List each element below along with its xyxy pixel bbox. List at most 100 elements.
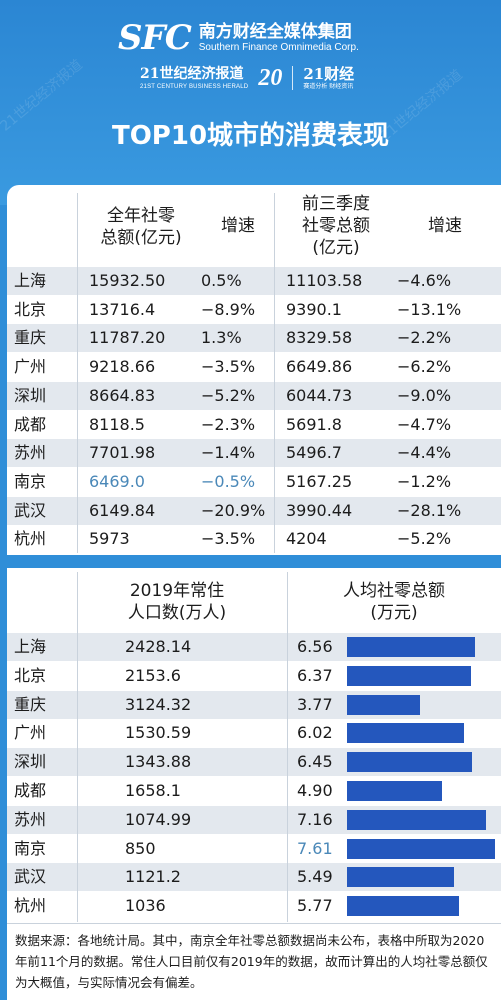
per-capita-bar (347, 896, 460, 917)
column-header-q3-total: 前三季度 社零总额 (亿元) (302, 194, 370, 258)
table-row: 成都 8118.5 −2.3% 5691.8 −4.7% (7, 411, 501, 439)
annual-total: 7701.98 (89, 443, 156, 463)
consumption-table: 全年社零 总额(亿元) 增速 前三季度 社零总额 (亿元) 增速 上海 15932.50… (7, 185, 501, 555)
column-divider (77, 193, 78, 553)
city-name: 武汉 (14, 500, 47, 520)
column-header-population: 2019年常住 人口数(万人) (127, 581, 227, 623)
table-row: 上海 2428.14 6.56 (7, 633, 501, 661)
table-row: 上海 15932.50 0.5% 11103.58 −4.6% (7, 267, 501, 295)
population-value: 1121.2 (125, 867, 181, 887)
table-row: 深圳 8664.83 −5.2% 6044.73 −9.0% (7, 381, 501, 410)
city-name: 深圳 (14, 385, 47, 405)
per-capita-label: 5.77 (297, 896, 333, 916)
table-row: 杭州 1036 5.77 (7, 892, 501, 920)
table-row: 北京 13716.4 −8.9% 9390.1 −13.1% (7, 296, 501, 324)
table-row: 广州 1530.59 6.02 (7, 719, 501, 747)
q3-total: 4204 (286, 529, 327, 549)
page-title: TOP10城市的消费表现 (111, 121, 390, 151)
per-capita-bar (347, 838, 495, 859)
per-capita-bar (347, 781, 443, 801)
q3-growth: −6.2% (397, 357, 452, 377)
per-capita-bar (347, 752, 473, 773)
city-name: 广州 (14, 723, 47, 743)
q3-total: 9390.1 (286, 299, 342, 319)
annual-total: 8664.83 (89, 385, 156, 405)
column-divider (77, 572, 78, 922)
city-name: 杭州 (14, 896, 47, 916)
table-row: 重庆 11787.20 1.3% 8329.58 −2.2% (7, 324, 501, 353)
annual-growth: −5.2% (201, 385, 256, 405)
column-header-q3-growth: 增速 (428, 216, 462, 236)
annual-growth: −1.4% (201, 443, 256, 463)
q3-total: 11103.58 (286, 271, 363, 290)
column-divider (274, 193, 275, 553)
herald-english: 21ST CENTURY BUSINESS HERALD (140, 83, 249, 90)
annual-total: 6149.84 (89, 500, 156, 520)
city-name: 广州 (14, 357, 47, 377)
sfc-logo: SFC 南方财经全媒体集团 Southern Finance Omnimedia… (118, 16, 359, 60)
city-name: 南京 (14, 838, 47, 858)
table-row: 苏州 1074.99 7.16 (7, 805, 501, 834)
population-value: 1530.59 (125, 723, 192, 743)
caijing-subtitle: 赛道分析 财经资讯 (303, 83, 354, 90)
table-row: 北京 2153.6 6.37 (7, 662, 501, 690)
city-name: 重庆 (14, 328, 47, 348)
table-row: 成都 1658.1 4.90 (7, 777, 501, 805)
table-row: 重庆 3124.32 3.77 (7, 690, 501, 719)
annual-growth: −8.9% (201, 299, 256, 319)
column-header-growth: 增速 (221, 216, 255, 236)
data-source-footnote: 数据来源：各地统计局。其中，南京全年社零总额数据尚未公布，表格中所取为2020年… (15, 933, 488, 990)
annual-growth: −3.5% (201, 357, 256, 377)
population-value: 1036 (125, 896, 166, 916)
city-name: 武汉 (14, 867, 47, 887)
q3-total: 5167.25 (286, 471, 353, 491)
city-name: 重庆 (14, 694, 47, 714)
q3-total: 8329.58 (286, 328, 353, 348)
table-row: 杭州 5973 −3.5% 4204 −5.2% (7, 525, 501, 553)
per-capita-table: 2019年常住 人口数(万人) 人均社零总额 (万元) 上海 2428.14 6.56 北… (7, 568, 501, 1000)
logo-chinese-name: 南方财经全媒体集团 (198, 22, 352, 42)
per-capita-bar (347, 723, 465, 744)
table-row: 广州 9218.66 −3.5% 6649.86 −6.2% (7, 353, 501, 381)
q3-total: 6044.73 (286, 385, 353, 405)
annual-total: 8118.5 (89, 414, 145, 434)
column-header-total: 全年社零 总额(亿元) (100, 206, 182, 248)
caijing-logo: 21财经 赛道分析 财经资讯 (303, 65, 354, 91)
city-name: 成都 (14, 781, 47, 800)
annual-growth: −2.3% (201, 414, 256, 434)
header-banner: 21世纪经济报道 21世纪经济报道 SFC 南方财经全媒体集团 Southern… (0, 0, 501, 205)
city-name: 南京 (14, 471, 47, 491)
city-name: 苏州 (14, 443, 47, 463)
per-capita-label: 6.02 (297, 723, 333, 743)
q3-growth: −28.1% (397, 500, 462, 520)
annual-growth: 1.3% (201, 328, 242, 348)
per-capita-label: 6.56 (297, 637, 333, 656)
herald-logo: 21世纪经济报道 21ST CENTURY BUSINESS HERALD (140, 66, 248, 91)
annual-total: 6469.0 (89, 471, 145, 491)
city-name: 北京 (14, 299, 47, 319)
herald-chinese: 21世纪经济报道 (140, 65, 244, 82)
annual-total: 13716.4 (89, 299, 156, 319)
table-row: 南京 850 7.61 (7, 835, 501, 863)
city-name: 成都 (14, 414, 47, 434)
sub-logo-row: 21世纪经济报道 21ST CENTURY BUSINESS HERALD 20… (140, 62, 354, 94)
city-name: 上海 (14, 637, 47, 656)
column-divider (287, 572, 288, 922)
annual-growth: −20.9% (201, 500, 266, 520)
population-value: 1343.88 (125, 752, 192, 772)
per-capita-bar (347, 665, 471, 686)
per-capita-bar (347, 809, 487, 830)
q3-growth: −9.0% (397, 385, 452, 405)
table-row: 武汉 1121.2 5.49 (7, 863, 501, 892)
caijing-chinese: 21财经 (303, 65, 355, 83)
q3-growth: −4.6% (397, 271, 452, 290)
per-capita-label: 6.37 (297, 665, 333, 685)
table-row: 武汉 6149.84 −20.9% 3990.44 −28.1% (7, 496, 501, 525)
per-capita-bar (347, 867, 454, 888)
city-name: 杭州 (14, 529, 47, 549)
population-value: 1658.1 (125, 781, 181, 800)
population-value: 3124.32 (125, 694, 192, 714)
q3-total: 5496.7 (286, 443, 342, 463)
city-name: 上海 (14, 271, 47, 290)
q3-growth: −13.1% (397, 299, 462, 319)
